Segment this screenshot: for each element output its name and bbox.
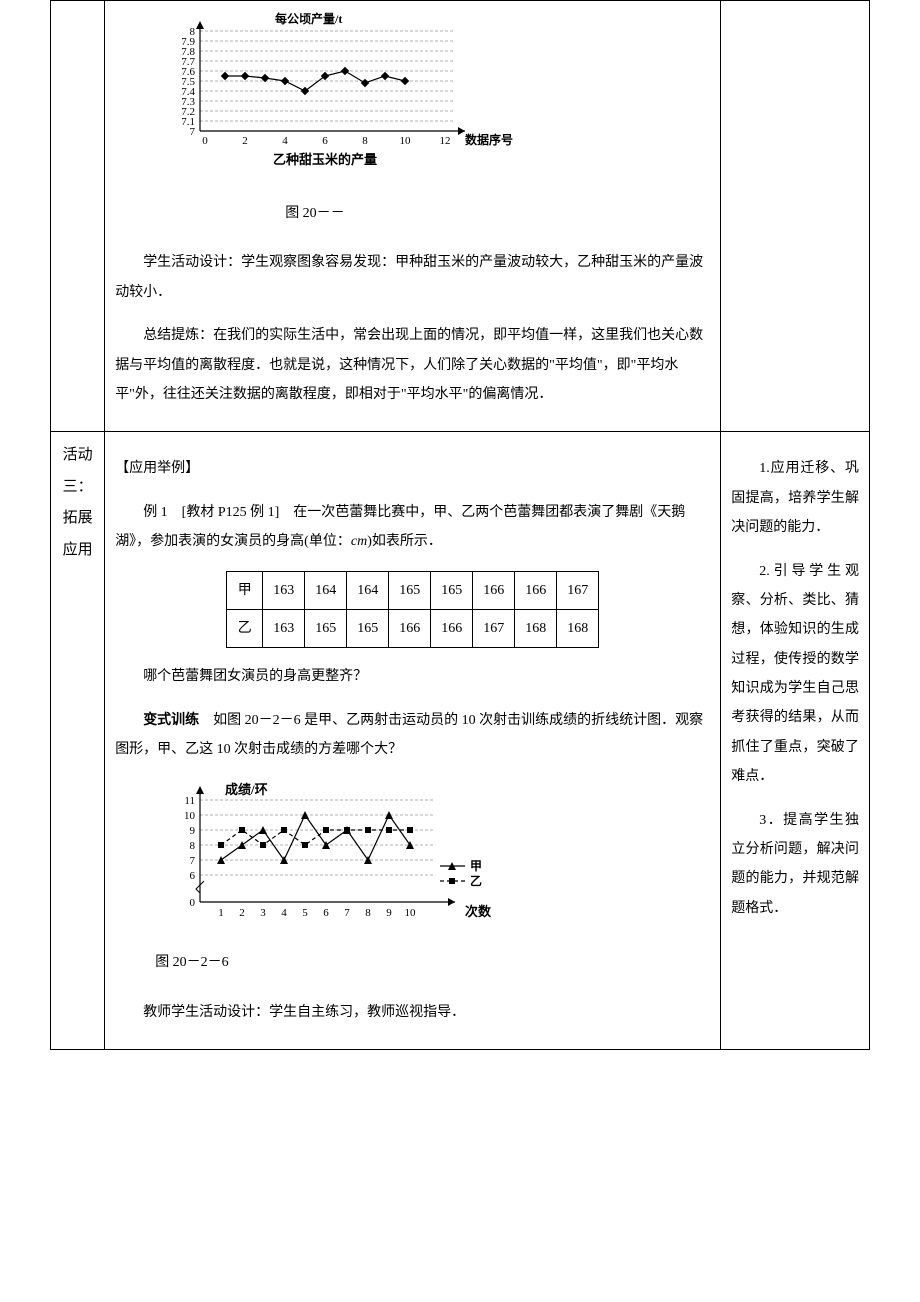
teacher-note: 教师学生活动设计：学生自主练习，教师巡视指导． xyxy=(115,998,710,1027)
svg-text:10: 10 xyxy=(400,135,412,147)
variant-para: 变式训练 如图 20－2－6 是甲、乙两射击运动员的 10 次射击训练成绩的折线… xyxy=(115,706,710,765)
chart-yield-title: 乙种甜玉米的产量 xyxy=(273,152,377,167)
left-label-line: 三： xyxy=(61,472,94,504)
right-note-2: 2.引导学生观察、分析、类比、猜想，体验知识的生成过程，使传授的数学知识成为学生… xyxy=(731,557,859,792)
table-cell: 甲 xyxy=(227,571,263,609)
svg-text:8: 8 xyxy=(365,907,371,919)
svg-text:8: 8 xyxy=(190,840,196,852)
svg-text:10: 10 xyxy=(184,810,196,822)
table-cell: 165 xyxy=(305,609,347,647)
svg-text:7: 7 xyxy=(190,855,196,867)
example1-text: 例 1 [教材 P125 例 1] 在一次芭蕾舞比赛中，甲、乙两个芭蕾舞团都表演… xyxy=(115,498,710,557)
svg-text:7: 7 xyxy=(190,126,196,138)
table-cell: 166 xyxy=(473,571,515,609)
table-cell: 167 xyxy=(473,609,515,647)
table-cell: 165 xyxy=(347,609,389,647)
row1-para1: 学生活动设计：学生观察图象容易发现：甲种甜玉米的产量波动较大，乙种甜玉米的产量波… xyxy=(115,248,710,307)
svg-text:9: 9 xyxy=(386,907,392,919)
question1: 哪个芭蕾舞团女演员的身高更整齐？ xyxy=(115,662,710,691)
chart-yield-ylabel: 每公顷产量/t xyxy=(275,11,342,26)
example1-unit: cm xyxy=(351,534,367,549)
table-cell: 166 xyxy=(389,609,431,647)
svg-text:5: 5 xyxy=(302,907,308,919)
row2-left-cell: 活动 三： 拓展 应用 xyxy=(51,432,105,1050)
table-cell: 165 xyxy=(389,571,431,609)
fig-label-1: 图 20－－ xyxy=(285,199,710,228)
table-cell: 168 xyxy=(557,609,599,647)
table-row: 甲 163 164 164 165 165 166 166 167 xyxy=(227,571,599,609)
chart-shoot: 成绩/环 11 10 9 8 7 6 0 xyxy=(155,778,515,938)
svg-text:12: 12 xyxy=(440,135,451,147)
svg-text:8: 8 xyxy=(362,135,368,147)
svg-text:乙: 乙 xyxy=(470,874,482,888)
table-cell: 167 xyxy=(557,571,599,609)
table-cell: 163 xyxy=(263,609,305,647)
variant-text: 如图 20－2－6 是甲、乙两射击运动员的 10 次射击训练成绩的折线统计图．观… xyxy=(115,713,703,757)
row1-right-cell xyxy=(721,1,870,432)
left-label-line: 应用 xyxy=(61,535,94,567)
row2-right-cell: 1.应用迁移、巩固提高，培养学生解决问题的能力． 2.引导学生观察、分析、类比、… xyxy=(721,432,870,1050)
svg-text:6: 6 xyxy=(323,907,329,919)
svg-text:4: 4 xyxy=(281,907,287,919)
svg-text:0: 0 xyxy=(190,897,196,909)
row1-mid-cell: 每公顷产量/t 8 7.9 7.8 7.7 7.6 7.5 7.4 7.3 7.… xyxy=(105,1,721,432)
left-label-line: 拓展 xyxy=(61,503,94,535)
svg-text:7: 7 xyxy=(344,907,350,919)
variant-label: 变式训练 xyxy=(143,713,199,728)
row2-mid-cell: 【应用举例】 例 1 [教材 P125 例 1] 在一次芭蕾舞比赛中，甲、乙两个… xyxy=(105,432,721,1050)
svg-text:11: 11 xyxy=(185,795,196,807)
right-note-3: 3．提高学生独立分析问题，解决问题的能力，并规范解题格式． xyxy=(731,806,859,924)
svg-text:甲: 甲 xyxy=(470,859,482,873)
fig-label-2: 图 20－2－6 xyxy=(155,948,710,977)
right-note-1: 1.应用迁移、巩固提高，培养学生解决问题的能力． xyxy=(731,454,859,542)
svg-text:3: 3 xyxy=(260,907,266,919)
table-cell: 165 xyxy=(431,571,473,609)
table-cell: 166 xyxy=(515,571,557,609)
svg-text:2: 2 xyxy=(242,135,248,147)
svg-text:6: 6 xyxy=(190,870,196,882)
example1-suffix: )如表所示． xyxy=(367,534,442,549)
svg-text:6: 6 xyxy=(322,135,328,147)
svg-text:4: 4 xyxy=(282,135,288,147)
svg-text:9: 9 xyxy=(190,825,196,837)
app-heading: 【应用举例】 xyxy=(115,454,710,483)
svg-text:0: 0 xyxy=(202,135,208,147)
svg-text:1: 1 xyxy=(218,907,224,919)
table-cell: 乙 xyxy=(227,609,263,647)
svg-text:2: 2 xyxy=(239,907,245,919)
table-cell: 164 xyxy=(305,571,347,609)
table-cell: 163 xyxy=(263,571,305,609)
table-row: 乙 163 165 165 166 166 167 168 168 xyxy=(227,609,599,647)
chart-shoot-xlabel: 次数 xyxy=(465,904,492,919)
table-cell: 166 xyxy=(431,609,473,647)
table-cell: 164 xyxy=(347,571,389,609)
row1-left-cell xyxy=(51,1,105,432)
chart-yield: 每公顷产量/t 8 7.9 7.8 7.7 7.6 7.5 7.4 7.3 7.… xyxy=(155,9,515,189)
left-label-line: 活动 xyxy=(61,440,94,472)
row1-para2: 总结提炼：在我们的实际生活中，常会出现上面的情况，即平均值一样，这里我们也关心数… xyxy=(115,321,710,409)
height-table: 甲 163 164 164 165 165 166 166 167 乙 163 … xyxy=(226,571,599,649)
table-cell: 168 xyxy=(515,609,557,647)
chart-shoot-ylabel: 成绩/环 xyxy=(225,782,268,797)
chart-yield-xlabel: 数据序号 xyxy=(465,132,513,147)
svg-text:10: 10 xyxy=(405,907,417,919)
